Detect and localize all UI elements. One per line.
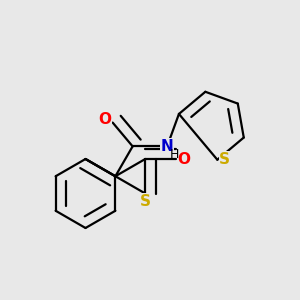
Text: S: S [140,194,151,208]
Text: S: S [219,152,230,167]
Text: O: O [177,152,190,166]
Text: O: O [99,112,112,127]
Text: N: N [161,139,173,154]
Text: H: H [170,148,179,161]
